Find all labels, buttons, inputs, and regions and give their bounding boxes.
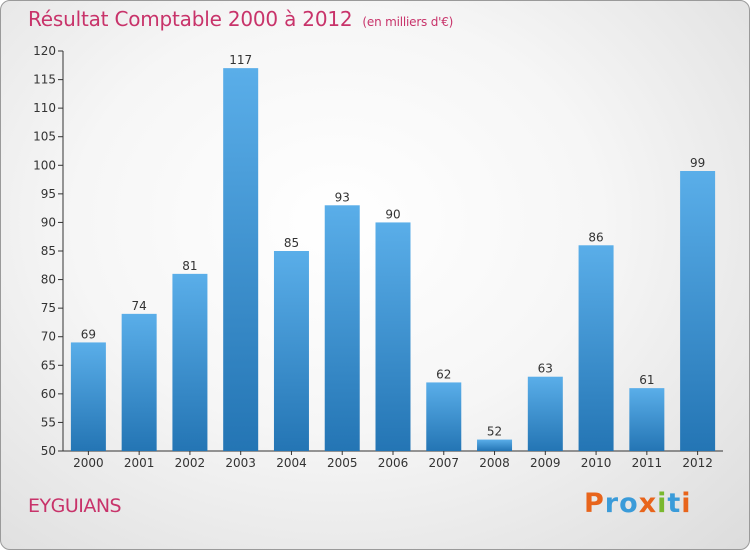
data-label-2004: 85: [284, 236, 299, 250]
bar-2003[interactable]: [223, 68, 259, 452]
bar-2012[interactable]: [680, 171, 716, 451]
logo-letter: i: [681, 488, 692, 519]
chart-title-text: Résultat Comptable 2000 à 2012: [28, 7, 353, 31]
y-tick-label: 60: [41, 387, 56, 401]
y-tick-label: 110: [33, 101, 56, 115]
y-tick-label: 115: [33, 73, 56, 87]
axes: 50 55 60 65 70 75 80 85 90 95 100 105 110 115 120 2000 2…: [33, 44, 723, 470]
data-label-2002: 81: [182, 259, 197, 273]
bar-2004[interactable]: [273, 251, 309, 451]
y-tick-label: 120: [33, 44, 56, 58]
y-tick-label: 70: [41, 330, 56, 344]
data-labels: 69 74 81 117 85 93 90 62 52 63 86 61 99: [81, 53, 706, 438]
y-tick-label: 75: [41, 301, 56, 315]
proxiti-logo[interactable]: Proxiti: [584, 488, 692, 519]
data-label-2009: 63: [538, 362, 553, 376]
x-tick-label-2000: 2000: [73, 456, 104, 470]
bar-2001[interactable]: [121, 313, 157, 451]
y-tick-label: 105: [33, 130, 56, 144]
y-tick-label: 100: [33, 158, 56, 172]
bar-2011[interactable]: [629, 388, 665, 451]
y-tick-label: 85: [41, 244, 56, 258]
commune-name: EYGUIANS: [28, 495, 122, 517]
x-tick-label-2010: 2010: [581, 456, 612, 470]
x-tick-label-2004: 2004: [276, 456, 307, 470]
data-label-2003: 117: [229, 53, 252, 67]
data-label-2008: 52: [487, 425, 502, 439]
data-label-2000: 69: [81, 327, 96, 341]
x-tick-label-2003: 2003: [225, 456, 256, 470]
bar-2006[interactable]: [375, 222, 411, 451]
y-tick-label: 80: [41, 273, 56, 287]
bar-2008[interactable]: [477, 439, 513, 451]
bar-2005[interactable]: [324, 205, 360, 451]
data-label-2005: 93: [335, 190, 350, 204]
data-label-2010: 86: [588, 230, 603, 244]
chart-subtitle: (en milliers d'€): [362, 15, 454, 29]
x-tick-label-2008: 2008: [479, 456, 510, 470]
x-tick-label-2001: 2001: [124, 456, 155, 470]
x-tick-label-2006: 2006: [378, 456, 409, 470]
x-tick-label-2012: 2012: [682, 456, 713, 470]
y-tick-label: 50: [41, 444, 56, 458]
bar-2000[interactable]: [70, 342, 106, 451]
logo-letter: o: [619, 488, 639, 519]
logo-letter: P: [584, 488, 605, 519]
bar-2009[interactable]: [527, 376, 563, 451]
y-tick-label: 90: [41, 215, 56, 229]
x-tick-label-2005: 2005: [327, 456, 358, 470]
logo-letter: x: [638, 488, 658, 519]
logo-letter: r: [604, 488, 620, 519]
x-tick-label-2007: 2007: [428, 456, 459, 470]
x-tick-label-2011: 2011: [632, 456, 663, 470]
bar-2007[interactable]: [426, 382, 462, 451]
x-tick-label-2009: 2009: [530, 456, 561, 470]
data-label-2007: 62: [436, 367, 451, 381]
bar-2002[interactable]: [172, 273, 208, 451]
data-label-2011: 61: [639, 373, 654, 387]
data-label-2006: 90: [385, 207, 400, 221]
bars: [70, 68, 716, 452]
y-tick-label: 95: [41, 187, 56, 201]
chart-title: Résultat Comptable 2000 à 2012 (en millie…: [28, 7, 453, 31]
data-label-2001: 74: [132, 299, 147, 313]
bar-2010[interactable]: [578, 245, 614, 451]
x-tick-label-2002: 2002: [175, 456, 206, 470]
logo-letter: t: [667, 488, 682, 519]
y-tick-label: 65: [41, 358, 56, 372]
logo-letter: i: [657, 488, 668, 519]
data-label-2012: 99: [690, 156, 705, 170]
y-tick-label: 55: [41, 415, 56, 429]
